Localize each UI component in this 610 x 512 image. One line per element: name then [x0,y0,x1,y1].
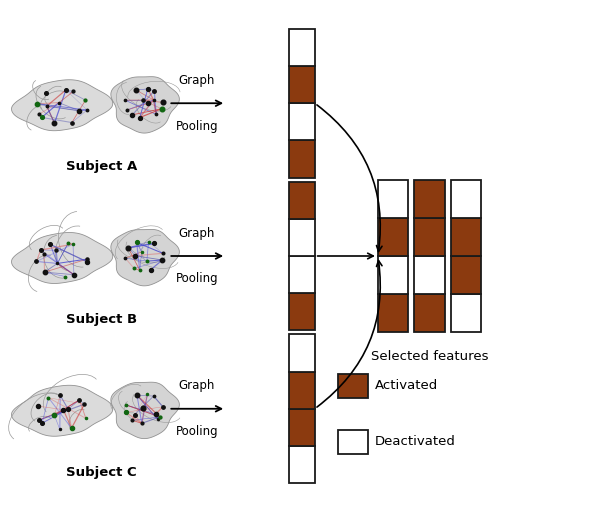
Bar [289,446,315,483]
Bar [289,409,315,446]
Text: Graph: Graph [179,379,215,393]
Bar [451,256,481,294]
Text: Subject C: Subject C [66,466,137,479]
Bar [339,430,368,454]
Text: Pooling: Pooling [176,272,218,285]
Bar [451,180,481,218]
Bar [414,256,445,294]
Bar [451,218,481,256]
Polygon shape [111,229,179,286]
Bar [414,218,445,256]
Polygon shape [12,232,113,284]
Polygon shape [111,382,179,439]
Polygon shape [12,80,113,131]
Bar [378,294,408,332]
Bar [289,66,315,103]
Bar [289,140,315,178]
Text: Selected features: Selected features [371,350,488,363]
Text: Graph: Graph [179,74,215,87]
Bar [289,334,315,372]
Bar [289,29,315,66]
Bar [289,182,315,219]
Bar [289,103,315,140]
Text: Pooling: Pooling [176,425,218,438]
Text: Graph: Graph [179,227,215,240]
Bar [289,372,315,409]
Bar [289,256,315,293]
Bar [289,219,315,256]
Bar [289,293,315,330]
Bar [339,374,368,398]
Text: Subject B: Subject B [66,313,137,326]
Text: Deactivated: Deactivated [375,435,456,449]
Bar [451,294,481,332]
Text: Activated: Activated [375,379,438,392]
Bar [378,180,408,218]
Polygon shape [12,385,113,436]
Bar [414,180,445,218]
Polygon shape [111,77,179,133]
Bar [378,218,408,256]
Text: Subject A: Subject A [66,160,137,173]
Bar [414,294,445,332]
Bar [378,256,408,294]
Text: Pooling: Pooling [176,119,218,133]
